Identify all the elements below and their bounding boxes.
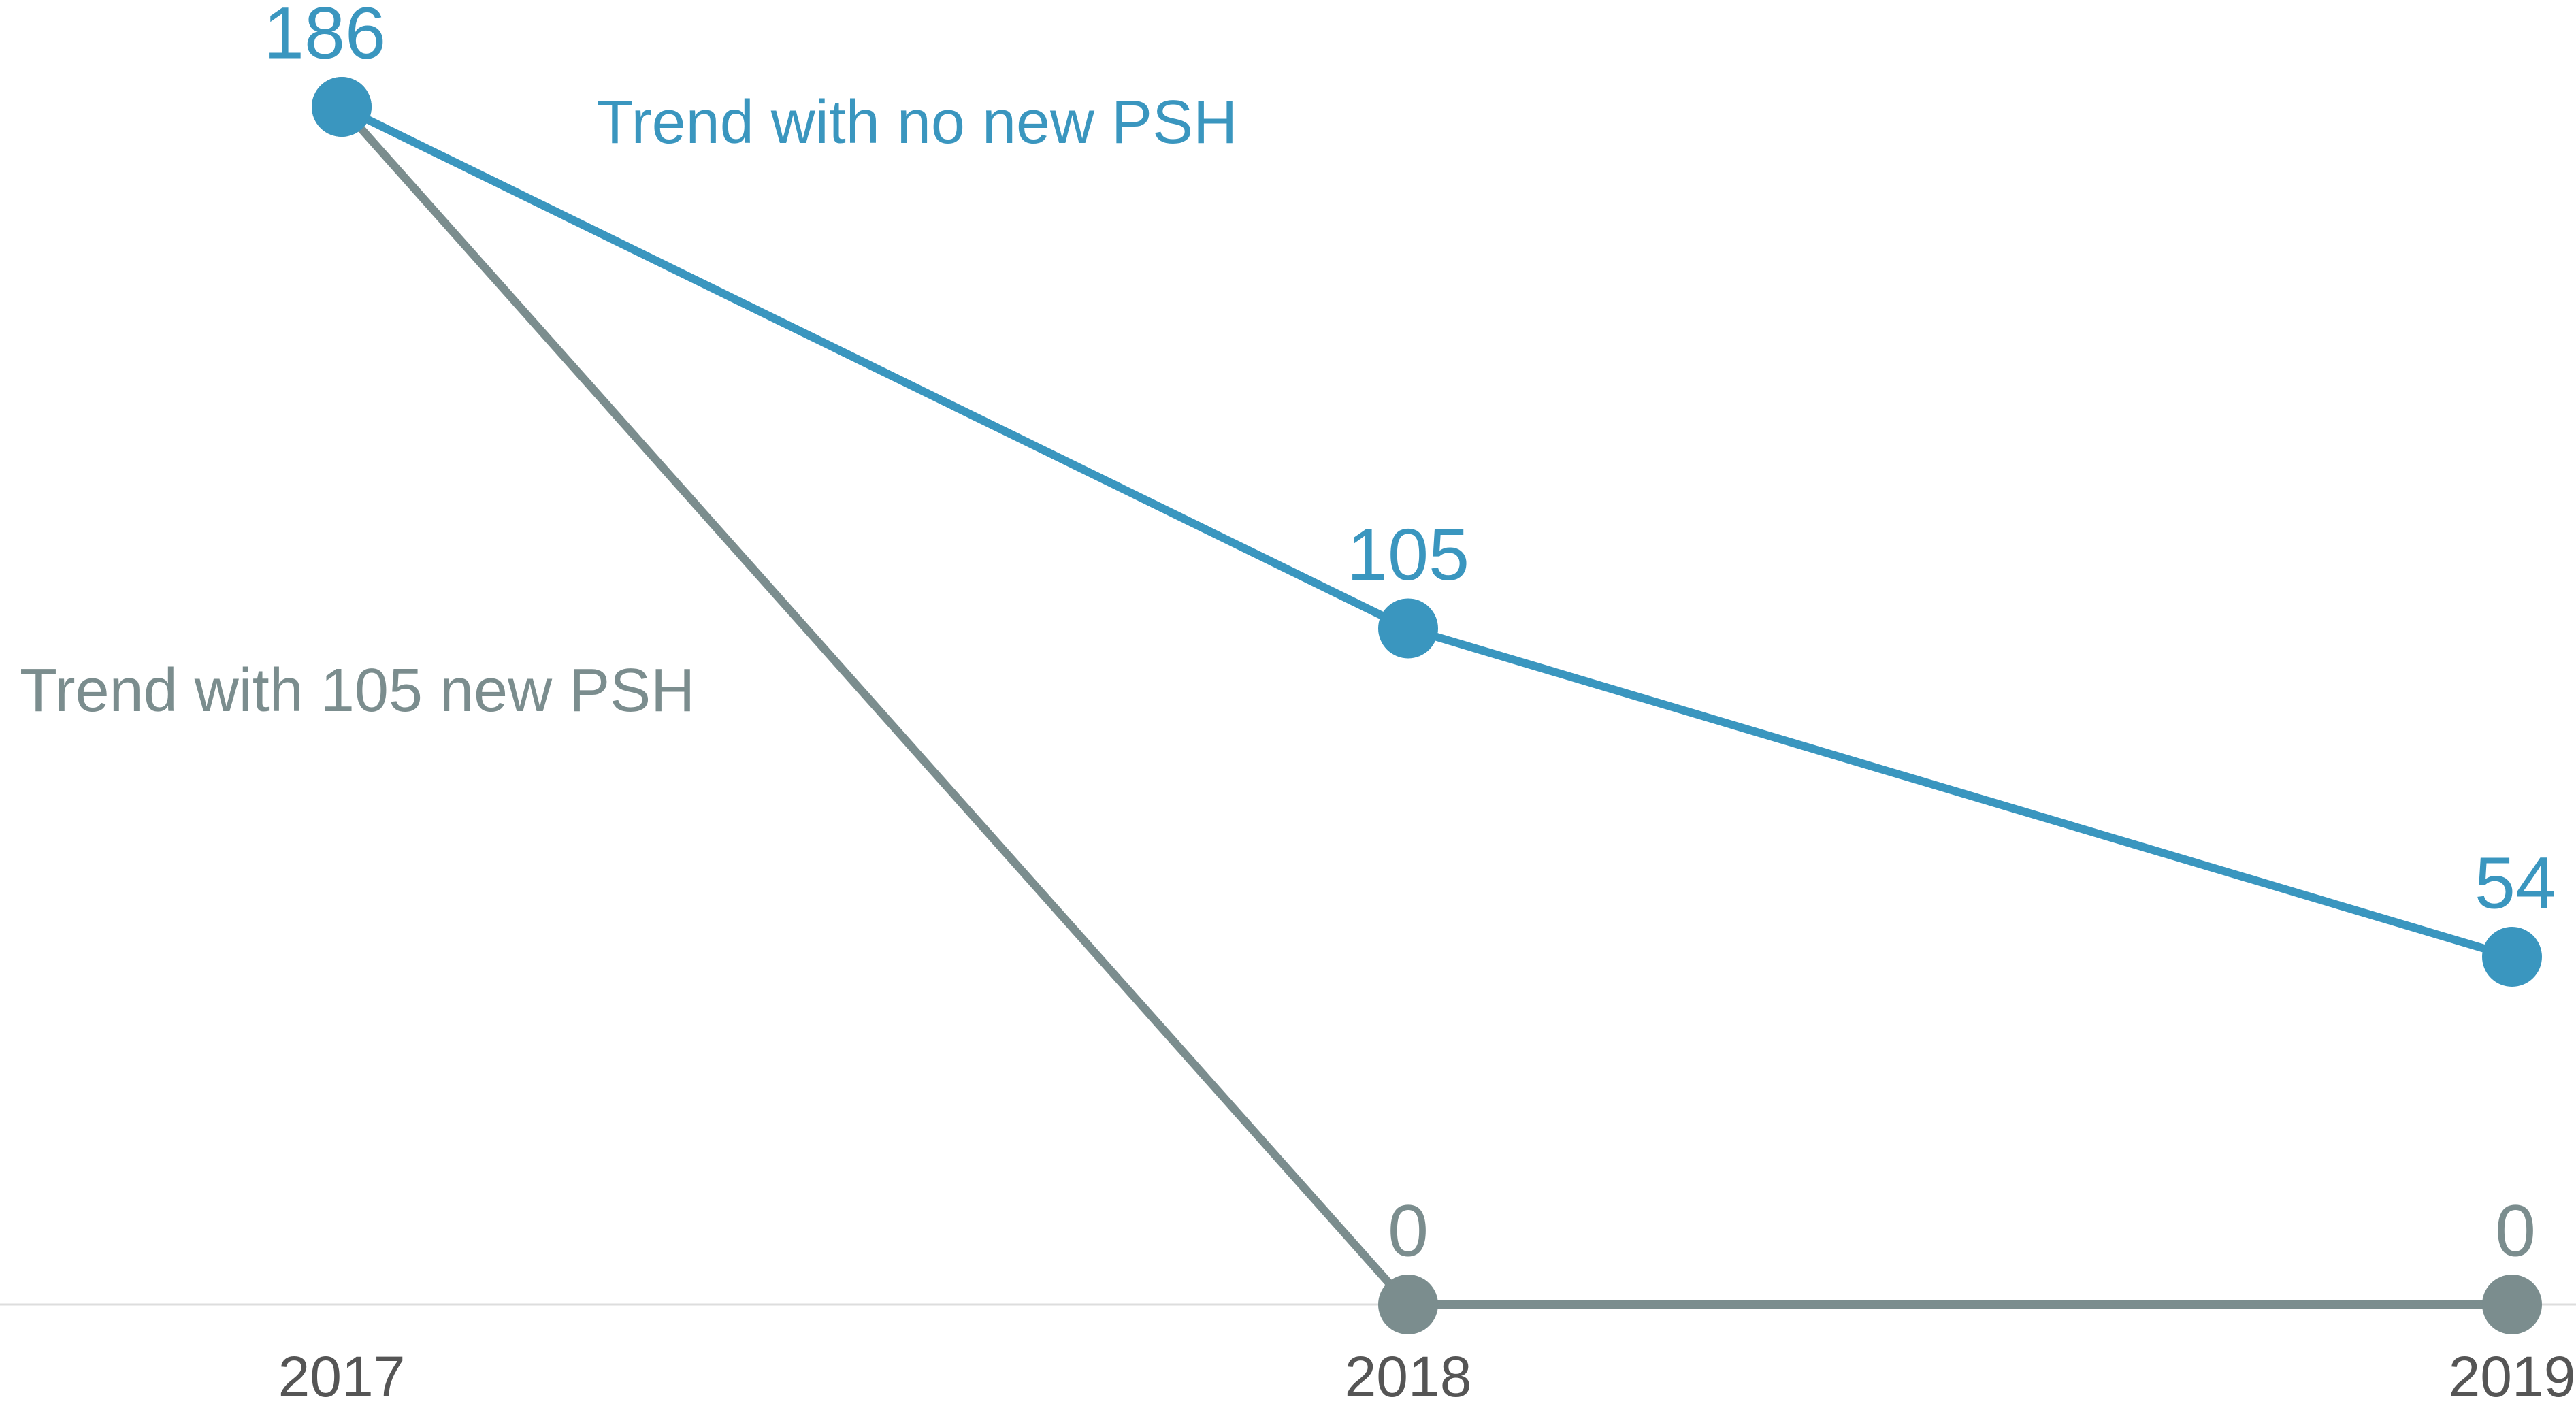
x-tick-label: 2018 xyxy=(1345,1345,1472,1409)
data-point xyxy=(312,77,372,137)
legend-label: Trend with 105 new PSH xyxy=(20,657,695,725)
data-point xyxy=(2482,927,2542,987)
data-label: 105 xyxy=(1347,513,1469,595)
legend-label: Trend with no new PSH xyxy=(596,88,1237,157)
data-label: 0 xyxy=(2495,1190,2536,1272)
data-label: 0 xyxy=(1388,1190,1429,1272)
data-label: 186 xyxy=(263,0,386,74)
data-label: 54 xyxy=(2475,842,2556,924)
data-point xyxy=(2482,1275,2542,1334)
data-point xyxy=(1378,598,1438,659)
data-point xyxy=(1378,1275,1438,1334)
x-tick-label: 2017 xyxy=(278,1345,406,1409)
x-tick-label: 2019 xyxy=(2449,1345,2576,1409)
